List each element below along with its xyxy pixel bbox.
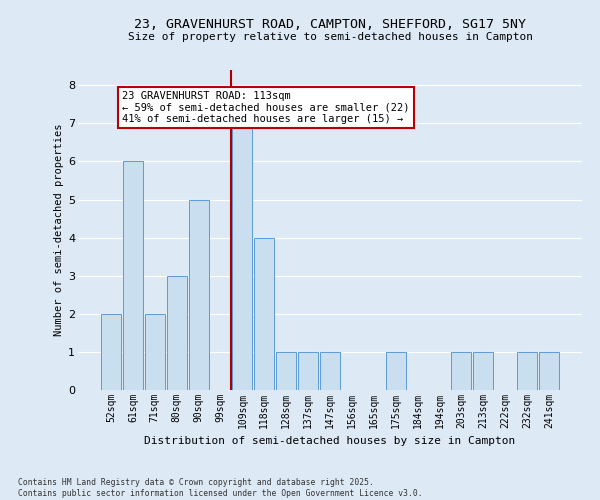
Bar xyxy=(473,352,493,390)
Bar xyxy=(539,352,559,390)
Bar xyxy=(517,352,537,390)
Bar xyxy=(101,314,121,390)
X-axis label: Distribution of semi-detached houses by size in Campton: Distribution of semi-detached houses by … xyxy=(145,436,515,446)
Text: Size of property relative to semi-detached houses in Campton: Size of property relative to semi-detach… xyxy=(128,32,533,42)
Bar xyxy=(167,276,187,390)
Bar xyxy=(232,124,253,390)
Text: 23 GRAVENHURST ROAD: 113sqm
← 59% of semi-detached houses are smaller (22)
41% o: 23 GRAVENHURST ROAD: 113sqm ← 59% of sem… xyxy=(122,91,409,124)
Bar xyxy=(386,352,406,390)
Bar xyxy=(123,162,143,390)
Bar xyxy=(145,314,165,390)
Text: Contains HM Land Registry data © Crown copyright and database right 2025.
Contai: Contains HM Land Registry data © Crown c… xyxy=(18,478,422,498)
Bar xyxy=(451,352,472,390)
Bar xyxy=(254,238,274,390)
Y-axis label: Number of semi-detached properties: Number of semi-detached properties xyxy=(54,124,64,336)
Bar xyxy=(276,352,296,390)
Bar xyxy=(188,200,209,390)
Bar xyxy=(298,352,318,390)
Text: 23, GRAVENHURST ROAD, CAMPTON, SHEFFORD, SG17 5NY: 23, GRAVENHURST ROAD, CAMPTON, SHEFFORD,… xyxy=(134,18,526,30)
Bar xyxy=(320,352,340,390)
